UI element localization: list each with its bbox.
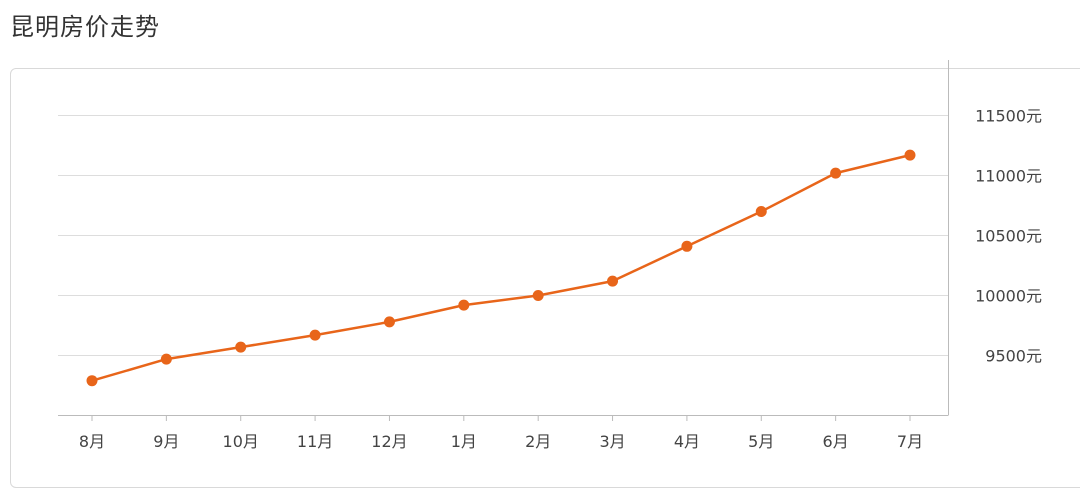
x-tick-label: 8月 [79,432,105,451]
y-tick-label: 9500元 [985,347,1042,366]
x-axis-tick-labels: 8月 9月 10月 11月 12月 1月 2月 3月 4月 5月 6月 7月 [79,432,923,451]
series-layer [86,149,916,387]
y-tick-label: 11500元 [975,107,1042,126]
line-chart: 9500元 10000元 10500元 11000元 11500元 8月 9月 10月 11月… [58,60,1042,451]
data-point [235,341,247,353]
x-tick-label: 6月 [823,432,849,451]
x-tick-label: 7月 [897,432,923,451]
x-tick-label: 10月 [223,432,259,451]
x-tick-label: 12月 [371,432,407,451]
data-point [309,329,321,341]
y-tick-label: 10500元 [975,227,1042,246]
chart-card [10,68,1080,488]
x-tick-label: 1月 [451,432,477,451]
data-point [681,240,693,252]
data-point [830,167,842,179]
x-tick-label: 4月 [674,432,700,451]
data-point [755,206,767,217]
x-tick-label: 9月 [153,432,179,451]
x-tick-label: 2月 [525,432,551,451]
data-point [532,290,544,301]
data-point [904,149,916,161]
x-tick-label: 11月 [297,432,333,451]
axes [58,60,949,421]
x-tick-label: 5月 [748,432,774,451]
data-point [383,316,395,328]
series-line [90,153,912,382]
y-tick-label: 10000元 [975,287,1042,306]
data-point [607,275,619,287]
y-tick-label: 11000元 [975,167,1042,186]
page-title: 昆明房价走势 [10,13,160,41]
data-point [160,353,172,365]
x-tick-label: 3月 [599,432,625,451]
grid-lines [58,115,948,356]
y-axis-tick-labels: 9500元 10000元 10500元 11000元 11500元 [975,107,1042,366]
data-point [458,299,470,311]
data-point [86,375,98,387]
